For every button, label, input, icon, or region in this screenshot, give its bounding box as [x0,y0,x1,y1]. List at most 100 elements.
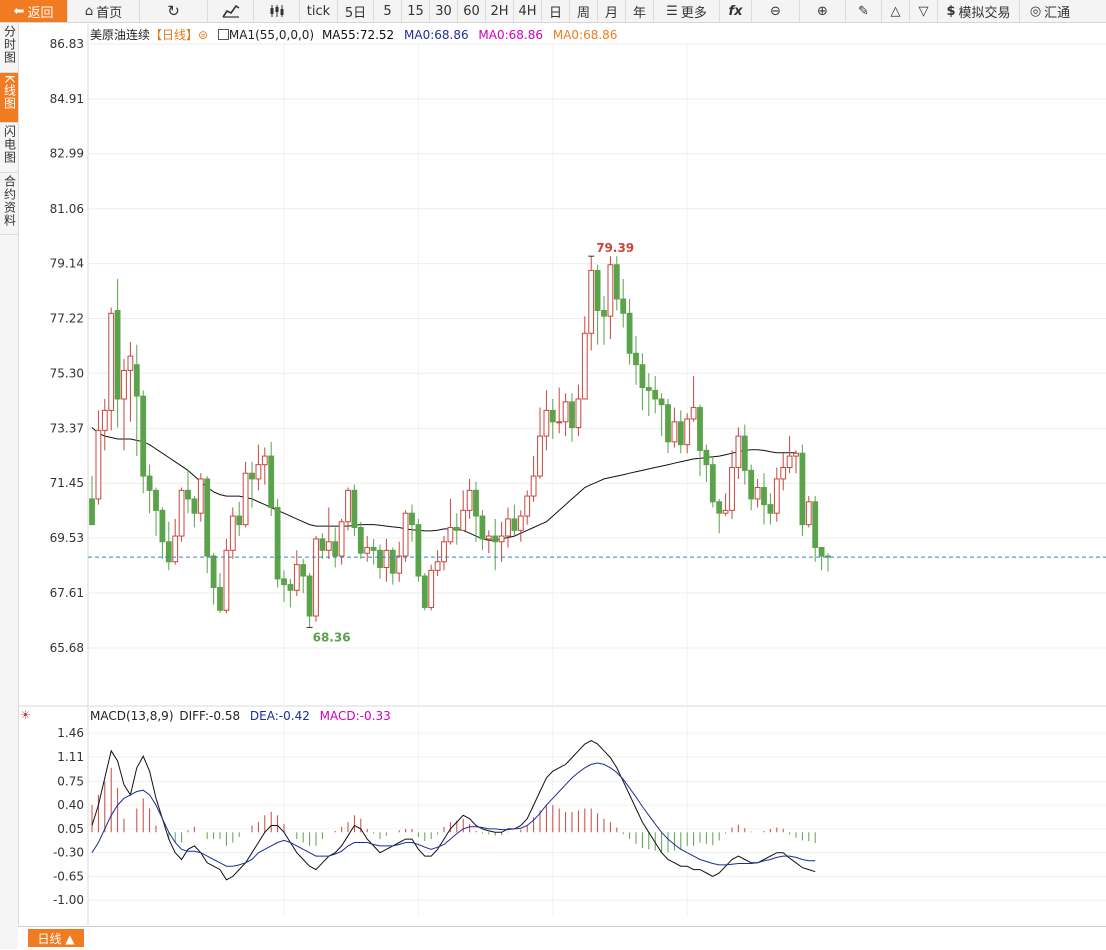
chart-line-icon [221,4,239,18]
draw-button[interactable]: ✎ [846,0,882,22]
period-tick[interactable]: tick [300,0,338,22]
macd-tick-label: -0.65 [53,869,84,883]
macd-dea: DEA:-0.42 [249,709,310,723]
sidebar-tab-kline[interactable]: K线图 [0,73,18,123]
macd-tick-label: 0.40 [57,798,84,812]
candle-body [389,549,396,574]
period-2h[interactable]: 2H [486,0,514,22]
candle-body [95,429,102,500]
sidebar-tab-contract-info[interactable]: 合约资料 [0,173,18,235]
candle-body [601,309,607,317]
candle-body [357,526,364,554]
candle-body [677,421,684,446]
pencil-icon: ✎ [858,3,869,19]
price-tick-label: 86.83 [50,37,84,51]
candle-body [121,369,127,400]
period-5day[interactable]: 5日 [338,0,374,22]
candle-body [722,509,729,514]
candle-body [639,364,646,389]
period-year[interactable]: 年 [626,0,654,22]
candle-body [402,512,409,557]
candle-body [242,472,249,526]
candle-body [716,501,723,514]
candle-body [473,489,479,517]
candle-body [185,489,191,500]
candle-body [581,332,588,400]
simulate-trade-button[interactable]: $ 模拟交易 [938,0,1020,22]
period-month[interactable]: 月 [598,0,626,22]
candle-body [153,489,159,511]
formula-button[interactable]: fx [720,0,752,22]
price-tick-label: 77.22 [50,311,84,325]
period-selector[interactable]: 日线 ▲ [28,929,84,947]
macd-tick-label: 1.46 [57,726,84,740]
more-button[interactable]: ☰ 更多 [654,0,720,22]
candle-type-button[interactable] [254,0,300,22]
instrument-name: 美原油连续 [90,28,151,42]
candle-body [767,504,774,514]
period-week[interactable]: 周 [570,0,598,22]
candle-body [460,509,467,531]
ma55-line [91,427,796,541]
candle-body [652,389,659,400]
candle-body [805,501,812,526]
sidebar-tab-timeshare[interactable]: 分时图 [0,23,18,73]
period-15min[interactable]: 15 [402,0,430,22]
candle-body [594,269,601,311]
zoom-out-button[interactable]: ⊖ [752,0,800,22]
period-day[interactable]: 日 [542,0,570,22]
indicator-square-icon[interactable] [217,29,229,40]
candle-body [133,364,140,397]
candle-body [409,512,415,526]
home-icon: ⌂ [84,3,94,19]
refresh-button[interactable]: ↻ [140,0,208,22]
period-5min[interactable]: 5 [374,0,402,22]
period-30min[interactable]: 30 [430,0,458,22]
menu-icon: ☰ [666,3,678,19]
candle-body [825,555,831,558]
ma55-value: MA55:72.52 [321,28,395,42]
candle-body [665,404,671,443]
candle-body [479,515,486,540]
zoom-in-button[interactable]: ⊕ [800,0,846,22]
chart-type-button[interactable] [208,0,254,22]
macd-diff: DIFF:-0.58 [179,709,241,723]
fx-icon: fx [728,3,743,19]
triangle-up-button[interactable]: △ [882,0,910,22]
candle-body [421,575,428,608]
triangle-down-icon: ▽ [918,3,929,19]
back-button[interactable]: ⬅ 返回 [0,0,68,22]
candle-body [345,489,351,523]
candle-body [761,487,767,506]
macd-tick-label: -1.00 [53,893,84,907]
candle-body [377,549,383,568]
period-60min[interactable]: 60 [458,0,486,22]
low-price-label: 68.36 [313,630,351,644]
candle-body [261,455,268,466]
period-4h[interactable]: 4H [514,0,542,22]
kline-chart[interactable]: 86.83 84.91 82.99 81.06 79.14 77.22 75.30 73.37… [18,22,1106,926]
candle-body [325,541,332,551]
candle-body [543,409,550,437]
candle-body [562,401,569,423]
macd-tick-label: 0.05 [57,822,84,836]
ma0c-value: MA0:68.86 [552,28,618,42]
triangle-up-icon: △ [890,3,901,19]
candle-body [114,309,121,400]
macd-legend: MACD(13,8,9) DIFF:-0.58 DEA:-0.42 MACD:-… [90,709,391,723]
candle-body [108,312,115,411]
sidebar-tab-flash[interactable]: 闪电图 [0,123,18,173]
ma0a-value: MA0:68.86 [404,28,469,42]
settings-icon[interactable]: ⊜ [198,28,209,42]
triangle-down-button[interactable]: ▽ [910,0,938,22]
macd-settings-icon[interactable]: ☀ [20,708,31,722]
candle-body [165,541,172,563]
candle-body [549,409,556,423]
candle-body [140,395,147,477]
candle-body [332,541,339,557]
candle-body [197,478,204,514]
broker-button[interactable]: ◎ 汇通 [1029,3,1071,21]
candle-body [786,455,793,469]
candle-body [255,464,262,480]
home-button[interactable]: ⌂ 首页 [68,0,140,22]
